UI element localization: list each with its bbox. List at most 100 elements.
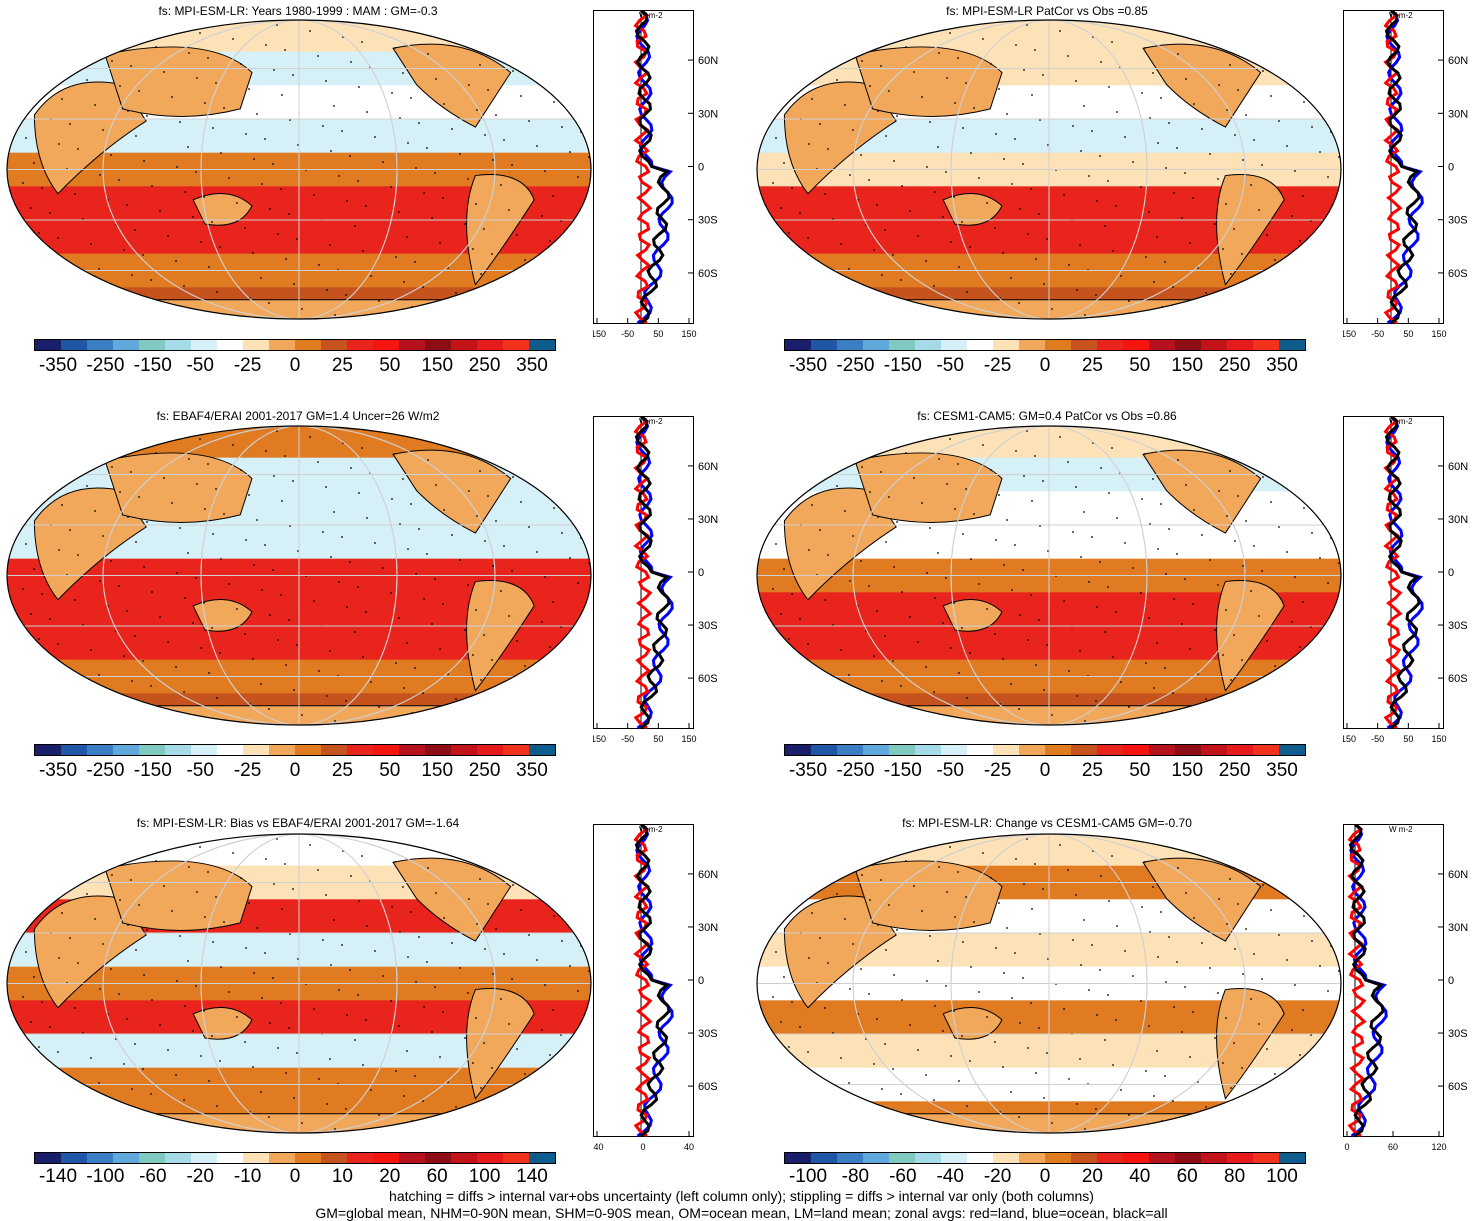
stipple-dot <box>199 32 201 34</box>
colorbar-tick-label: 25 <box>1081 760 1103 781</box>
stipple-dot <box>1088 989 1090 991</box>
colorbar-tick-label: 100 <box>1266 1166 1298 1187</box>
stipple-dot <box>585 1015 587 1017</box>
stipple-dot <box>119 491 121 493</box>
stipple-dot <box>142 254 144 256</box>
stipple-dot <box>845 1127 847 1129</box>
stipple-dot <box>1156 642 1158 644</box>
stipple-dot <box>544 170 546 172</box>
colorbar-swatch <box>1279 1153 1305 1163</box>
stipple-dot <box>804 688 806 690</box>
stipple-dot <box>69 937 71 939</box>
lat-label: 30S <box>698 1028 718 1040</box>
stipple-dot <box>1084 720 1086 722</box>
stipple-dot <box>1108 492 1110 494</box>
stipple-dot <box>771 682 773 684</box>
stipple-dot <box>577 582 579 584</box>
panel-title: fs: MPI-ESM-LR: Bias vs EBAF4/ERAI 2001-… <box>136 816 460 830</box>
stipple-dot <box>390 186 392 188</box>
stipple-dot <box>90 649 92 651</box>
stipple-dot <box>127 110 129 112</box>
stipple-dot <box>922 711 924 713</box>
stipple-dot <box>62 307 64 309</box>
stipple-dot <box>1035 258 1037 260</box>
stipple-dot <box>998 494 1000 496</box>
stipple-dot <box>1096 606 1098 608</box>
stipple-dot <box>216 697 218 699</box>
stipple-dot <box>901 185 903 187</box>
stipple-dot <box>840 1057 842 1059</box>
stipple-dot <box>313 194 315 196</box>
stipple-dot <box>261 183 263 185</box>
stipple-dot <box>228 177 230 179</box>
colorbar-tick-label: -140 <box>38 1166 78 1187</box>
stipple-dot <box>455 292 457 294</box>
stipple-dot <box>1221 39 1223 41</box>
stipple-dot <box>577 176 579 178</box>
stipple-dot <box>961 627 963 629</box>
map-outline <box>756 19 1342 320</box>
stipple-dot <box>1230 1087 1232 1089</box>
stipple-dot <box>820 843 822 845</box>
colorbar-swatch <box>165 340 191 350</box>
stipple-dot <box>565 290 567 292</box>
stipple-dot <box>759 493 761 495</box>
stipple-dot <box>1238 298 1240 300</box>
stipple-dot <box>5 832 6 833</box>
stipple-dot <box>889 705 891 707</box>
stipple-dot <box>268 302 270 304</box>
stipple-dot <box>86 893 88 895</box>
stipple-dot <box>966 1105 968 1107</box>
stipple-dot <box>869 491 871 493</box>
stipple-dot <box>358 492 360 494</box>
colorbar-swatch <box>1201 1153 1227 1163</box>
stipple-dot <box>431 1031 433 1033</box>
stipple-dot <box>187 552 189 554</box>
stipple-dot <box>1153 1095 1155 1097</box>
stipple-dot <box>1148 211 1150 213</box>
stipple-dot <box>171 502 173 504</box>
stipple-dot <box>1326 676 1328 678</box>
stipple-dot <box>1322 920 1324 922</box>
stipple-dot <box>1217 992 1219 994</box>
stipple-dot <box>868 993 870 995</box>
world-map <box>756 425 1342 726</box>
stipple-dot <box>958 1080 960 1082</box>
stipple-dot <box>350 875 352 877</box>
stipple-dot <box>885 541 887 543</box>
stipple-dot <box>386 428 388 430</box>
colorbar-swatch <box>1045 745 1071 755</box>
stipple-dot <box>1120 1089 1122 1091</box>
stipple-dot <box>1172 692 1174 694</box>
stipple-dot <box>361 41 363 43</box>
stipple-dot <box>188 52 190 54</box>
stipple-dot <box>933 1099 935 1101</box>
stipple-dot <box>823 287 825 289</box>
stipple-dot <box>1059 436 1061 438</box>
stipple-dot <box>403 281 405 283</box>
stipple-dot <box>1246 834 1248 836</box>
zonal-curve <box>1347 824 1367 1138</box>
stipple-dot <box>293 283 295 285</box>
stipple-dot <box>1176 553 1178 555</box>
stipple-dot <box>1221 445 1223 447</box>
stipple-dot <box>544 576 546 578</box>
stipple-dot <box>215 82 217 84</box>
stipple-dot <box>1241 1067 1243 1069</box>
colorbar-swatch <box>915 745 941 755</box>
stipple-dot <box>1245 114 1247 116</box>
stipple-dot <box>187 146 189 148</box>
lat-label: 60S <box>1448 268 1468 280</box>
stipple-dot <box>1002 658 1004 660</box>
stipple-dot <box>1096 1014 1098 1016</box>
colorbar <box>34 744 556 756</box>
stipple-dot <box>876 610 878 612</box>
stipple-dot <box>435 78 437 80</box>
stipple-dot <box>175 1074 177 1076</box>
stipple-dot <box>362 1064 364 1066</box>
lat-label: 30N <box>698 108 718 120</box>
stipple-dot <box>95 719 97 721</box>
stipple-dot <box>836 79 838 81</box>
colorbar-swatch <box>993 745 1019 755</box>
stipple-dot <box>357 180 359 182</box>
